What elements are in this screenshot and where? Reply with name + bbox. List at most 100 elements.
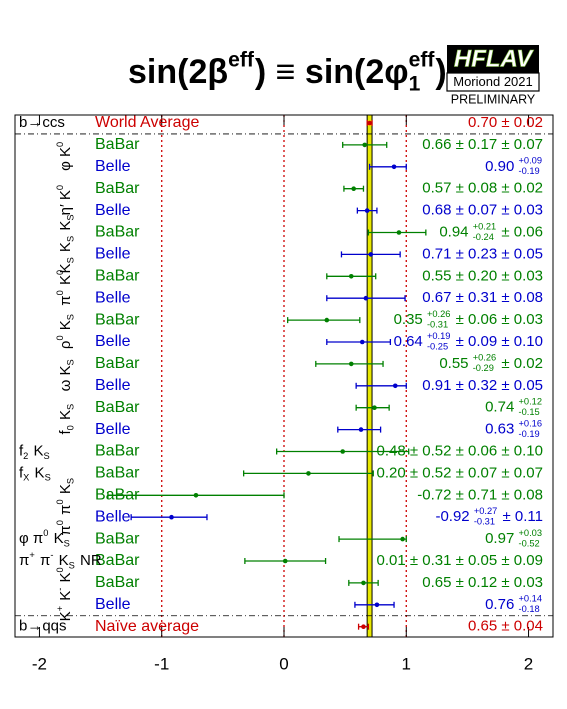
text-run: f bbox=[57, 430, 74, 435]
value-label-body: 0.01 ± 0.31 ± 0.05 ± 0.09 bbox=[377, 552, 543, 569]
subscript: S bbox=[44, 451, 50, 461]
text-run: η′ K bbox=[57, 190, 74, 215]
text-run: ± 0.02 bbox=[497, 355, 543, 372]
point-marker bbox=[392, 383, 398, 389]
superscript: 0 bbox=[55, 185, 65, 190]
subscript: -0.24 bbox=[473, 232, 494, 242]
point-marker bbox=[361, 580, 366, 586]
subscript: 0 bbox=[65, 425, 75, 430]
text-run: K bbox=[57, 410, 74, 424]
point-marker bbox=[362, 142, 368, 148]
value-label: 0.55 ± 0.20 ± 0.03 bbox=[422, 267, 543, 284]
subscript: -0.31 bbox=[474, 516, 495, 526]
experiment-label: BaBar bbox=[95, 268, 140, 285]
text-run: 0.20 ± 0.52 ± 0.07 ± 0.07 bbox=[377, 464, 543, 481]
mode-label-body: π0 π0 KS bbox=[55, 478, 76, 536]
value-label-body: 0.68 ± 0.07 ± 0.03 bbox=[422, 202, 543, 219]
logo-status: PRELIMINARY bbox=[451, 92, 536, 106]
text-run: ± 0.06 ± 0.03 bbox=[451, 311, 543, 328]
text-run: K bbox=[57, 263, 74, 273]
subscript: 2 bbox=[23, 451, 28, 461]
experiment-label: Belle bbox=[95, 202, 131, 219]
value-label: 0.63 +0.16-0.19 bbox=[485, 418, 542, 439]
logo-box bbox=[447, 45, 539, 73]
mode-label-body: f0 KS bbox=[57, 404, 75, 435]
subscript: S bbox=[65, 478, 75, 484]
mode-label: π0 K0 bbox=[55, 270, 74, 306]
point-marker bbox=[400, 536, 405, 542]
subscript: -0.19 bbox=[518, 166, 539, 176]
superscript: 0 bbox=[55, 520, 65, 525]
value-label: 0.01 ± 0.31 ± 0.05 ± 0.09 bbox=[377, 552, 543, 569]
superscript: eff bbox=[228, 49, 255, 72]
text-run: K bbox=[30, 464, 44, 481]
point-marker bbox=[282, 558, 288, 564]
experiment-label: BaBar bbox=[95, 443, 140, 460]
subscript: -0.52 bbox=[518, 538, 539, 548]
text-run: π bbox=[57, 295, 74, 305]
text-run: 0.55 bbox=[439, 355, 472, 372]
superscript: +0.26 bbox=[473, 353, 497, 363]
experiment-label: BaBar bbox=[95, 399, 140, 416]
value-label: 0.71 ± 0.23 ± 0.05 bbox=[422, 245, 543, 262]
point-marker bbox=[193, 493, 199, 498]
experiment-label: BaBar bbox=[95, 311, 140, 328]
text-run: K bbox=[57, 484, 74, 498]
x-tick-label: 2 bbox=[524, 654, 533, 673]
text-run: NR bbox=[76, 552, 102, 569]
text-run: π bbox=[57, 525, 74, 535]
subscript: -0.25 bbox=[427, 341, 448, 351]
mode-label: η′ K0 bbox=[55, 185, 74, 216]
x-tick-label: -2 bbox=[32, 654, 47, 673]
logo-conference: Moriond 2021 bbox=[453, 74, 533, 89]
value-label: 0.35 +0.26-0.31 ± 0.06 ± 0.03 bbox=[394, 309, 543, 330]
value-label-body: 0.20 ± 0.52 ± 0.07 ± 0.07 bbox=[377, 464, 543, 481]
point-marker bbox=[348, 361, 354, 367]
experiment-label: Belle bbox=[95, 158, 131, 175]
value-label: 0.55 +0.26-0.29 ± 0.02 bbox=[439, 353, 543, 374]
text-run: φ π bbox=[19, 530, 43, 547]
experiment-label: BaBar bbox=[95, 136, 140, 153]
text-run: 0.35 bbox=[394, 311, 427, 328]
point-marker bbox=[358, 427, 364, 432]
subscript: S bbox=[65, 359, 75, 365]
mode-label-body: K+ K- K0 bbox=[55, 567, 74, 621]
value-label: 0.70 ± 0.02 bbox=[468, 114, 543, 131]
experiment-label: Belle bbox=[95, 596, 131, 613]
average-band bbox=[366, 114, 373, 638]
value-label: 0.90 +0.09-0.19 bbox=[485, 156, 542, 177]
experiment-label: BaBar bbox=[95, 465, 140, 482]
value-label-body: 0.66 ± 0.17 ± 0.07 bbox=[422, 136, 543, 153]
mode-label: K+ K- K0 bbox=[55, 567, 74, 621]
subscript: S bbox=[65, 257, 75, 263]
point-marker bbox=[306, 471, 311, 476]
point-marker bbox=[359, 339, 365, 345]
text-run: 0.64 bbox=[394, 333, 427, 350]
superscript: 0 bbox=[55, 290, 65, 295]
subscript: -0.15 bbox=[518, 407, 539, 417]
superscript: 0 bbox=[55, 142, 65, 147]
value-label-body: 0.48 ± 0.52 ± 0.06 ± 0.10 bbox=[377, 442, 543, 459]
text-run: K bbox=[57, 320, 74, 334]
point-marker bbox=[169, 514, 174, 520]
text-run: φ K bbox=[57, 147, 74, 171]
mode-label: b→qqs bbox=[19, 618, 67, 635]
logo-conference-box bbox=[446, 72, 540, 92]
superscript: +0.21 bbox=[473, 221, 497, 231]
value-label: 0.66 ± 0.17 ± 0.07 bbox=[422, 136, 543, 153]
experiment-label: Belle bbox=[95, 377, 131, 394]
text-run: K bbox=[57, 611, 74, 621]
value-label: 0.76 +0.14-0.18 bbox=[485, 594, 542, 615]
mode-label: π0 π0 KS bbox=[55, 478, 76, 536]
x-tick-label: 0 bbox=[279, 654, 288, 673]
value-label: 0.97 +0.03-0.52 bbox=[485, 528, 542, 549]
experiment-label: BaBar bbox=[95, 574, 140, 591]
experiment-label: Belle bbox=[95, 421, 131, 438]
